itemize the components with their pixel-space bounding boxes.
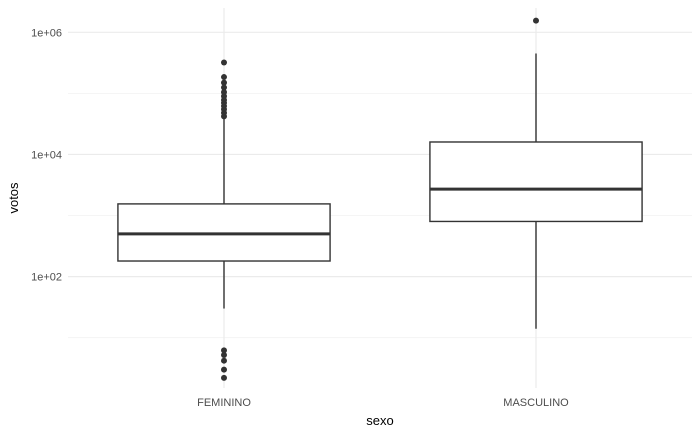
x-tick-label-1: MASCULINO [503,397,569,409]
y-axis-tick-labels: 1e+02 1e+04 1e+06 [31,27,62,283]
interquartile-box [429,141,643,223]
outlier-point-13 [221,84,227,91]
outlier-point-0 [533,17,539,24]
outlier-point-15 [221,74,227,81]
x-axis-title: sexo [366,413,393,428]
y-tick-label-1: 1e+04 [31,149,62,161]
outlier-point-3 [221,352,227,359]
outlier-point-12 [221,89,227,96]
outlier-point-1 [221,366,227,373]
y-tick-label-2: 1e+06 [31,27,62,39]
outlier-point-4 [221,347,227,354]
x-tick-label-0: FEMININO [197,397,251,409]
x-axis-tick-labels: FEMININO MASCULINO [197,397,569,409]
outlier-point-0 [221,374,227,381]
box-series [117,17,643,381]
box-masculino [429,17,643,329]
box-feminino [117,59,331,381]
outlier-point-2 [221,357,227,364]
y-axis-title: votos [6,182,21,214]
y-tick-label-0: 1e+02 [31,272,62,284]
outlier-point-14 [221,79,227,86]
outlier-point-16 [221,59,227,66]
